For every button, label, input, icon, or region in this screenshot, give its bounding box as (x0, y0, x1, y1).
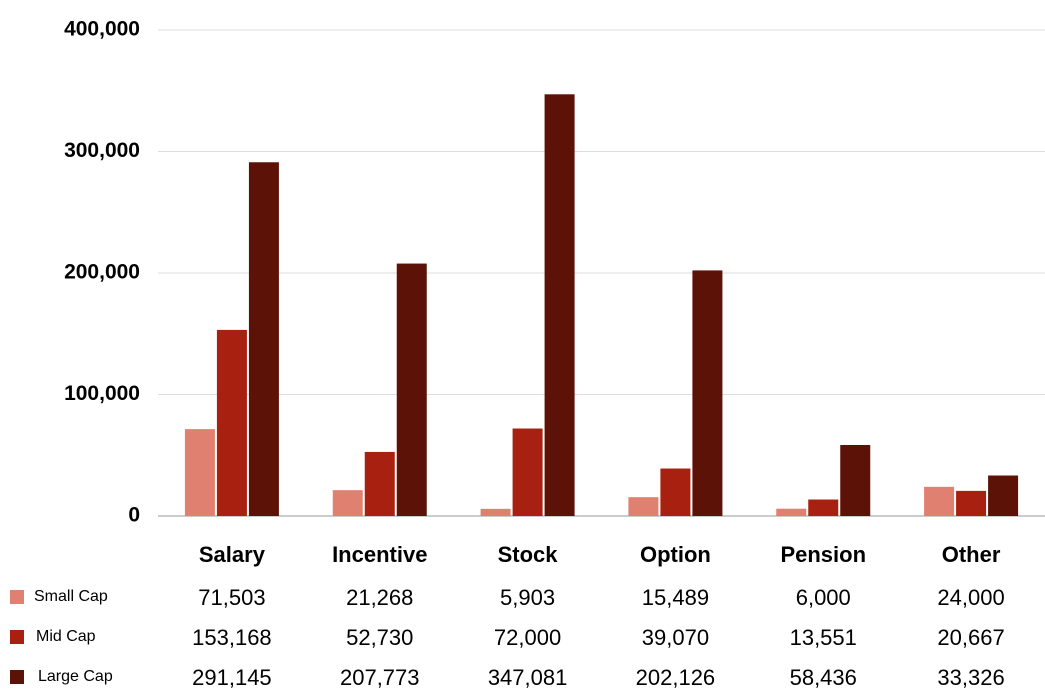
table-value: 5,903 (500, 585, 555, 610)
bar (216, 329, 247, 516)
bar (776, 508, 807, 516)
y-tick-label: 200,000 (64, 261, 140, 284)
bar (184, 429, 215, 516)
table-value: 72,000 (494, 625, 561, 650)
x-tick-label: Salary (199, 542, 266, 567)
bar (692, 270, 723, 516)
bar (988, 475, 1019, 516)
bar (840, 445, 871, 516)
legend-label: Large Cap (38, 668, 113, 685)
x-tick-label: Incentive (332, 542, 427, 567)
table-value: 24,000 (937, 585, 1004, 610)
bar (248, 162, 279, 516)
bar (808, 499, 839, 516)
y-tick-label: 100,000 (64, 382, 140, 405)
bar (364, 451, 395, 516)
table-value: 71,503 (198, 585, 265, 610)
bar (480, 508, 511, 516)
legend-label: Mid Cap (36, 628, 96, 645)
y-tick-label: 0 (128, 504, 140, 527)
table-value: 202,126 (636, 665, 716, 690)
y-tick-label: 400,000 (64, 18, 140, 41)
bar (660, 468, 691, 516)
table-value: 207,773 (340, 665, 420, 690)
table-value: 52,730 (346, 625, 413, 650)
bar (956, 490, 987, 516)
table-value: 291,145 (192, 665, 272, 690)
table-value: 347,081 (488, 665, 568, 690)
bar (628, 497, 659, 516)
bar (924, 486, 955, 516)
table-value: 58,436 (790, 665, 857, 690)
table-value: 20,667 (937, 625, 1004, 650)
bar (512, 428, 543, 516)
legend-swatch (10, 670, 24, 684)
x-tick-label: Option (640, 542, 711, 567)
legend-label: Small Cap (34, 588, 108, 605)
x-tick-label: Pension (780, 542, 866, 567)
y-tick-label: 300,000 (64, 139, 140, 162)
bar (544, 94, 575, 517)
table-value: 21,268 (346, 585, 413, 610)
legend-swatch (10, 590, 24, 604)
table-value: 15,489 (642, 585, 709, 610)
x-tick-label: Other (942, 542, 1001, 567)
table-value: 33,326 (937, 665, 1004, 690)
legend-swatch (10, 630, 24, 644)
table-value: 13,551 (790, 625, 857, 650)
x-tick-label: Stock (498, 542, 559, 567)
bar (396, 263, 427, 516)
table-value: 153,168 (192, 625, 272, 650)
table-value: 6,000 (796, 585, 851, 610)
table-value: 39,070 (642, 625, 709, 650)
bar (332, 490, 363, 516)
